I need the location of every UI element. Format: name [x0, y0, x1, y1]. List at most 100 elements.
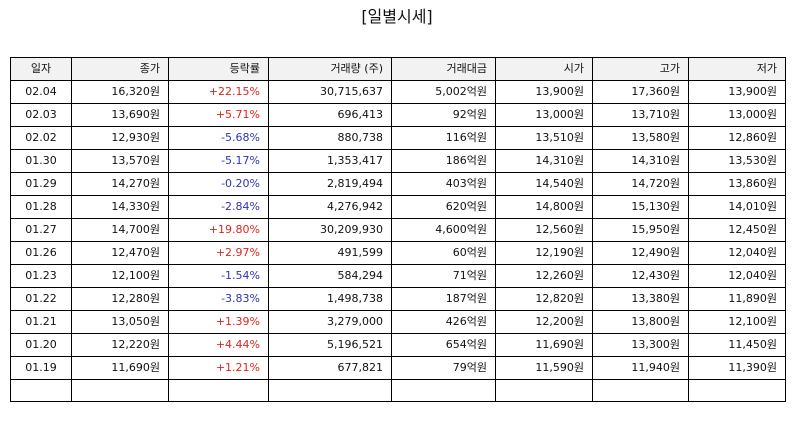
cell-high [592, 379, 689, 402]
cell-date: 01.21 [10, 310, 72, 334]
cell-volume: 696,413 [268, 103, 392, 127]
cell-high: 14,720원 [592, 172, 689, 196]
cell-volume: 4,276,942 [268, 195, 392, 219]
cell-close: 12,280원 [71, 287, 169, 311]
cell-close: 12,930원 [71, 126, 169, 150]
cell-high: 14,310원 [592, 149, 689, 173]
cell-close [71, 379, 169, 402]
cell-open: 11,590원 [495, 356, 593, 380]
cell-amount: 403억원 [391, 172, 496, 196]
cell-volume: 677,821 [268, 356, 392, 380]
cell-open: 13,000원 [495, 103, 593, 127]
cell-change: +22.15% [168, 80, 269, 104]
header-close: 종가 [71, 57, 169, 81]
cell-change: -3.83% [168, 287, 269, 311]
table-row: 01.23 12,100원 -1.54% 584,294 71억원 12,260원 12,4… [10, 264, 786, 288]
cell-volume: 2,819,494 [268, 172, 392, 196]
cell-amount: 60억원 [391, 241, 496, 265]
cell-close: 13,690원 [71, 103, 169, 127]
cell-open: 14,800원 [495, 195, 593, 219]
table-row: 01.21 13,050원 +1.39% 3,279,000 426억원 12,200원 1… [10, 310, 786, 334]
cell-date: 02.03 [10, 103, 72, 127]
cell-open: 14,540원 [495, 172, 593, 196]
cell-date: 01.26 [10, 241, 72, 265]
page-title: [일별시세] [361, 7, 433, 26]
table-row: 02.03 13,690원 +5.71% 696,413 92억원 13,000원 13,7… [10, 103, 786, 127]
cell-change: -5.17% [168, 149, 269, 173]
cell-amount: 116억원 [391, 126, 496, 150]
cell-open: 13,900원 [495, 80, 593, 104]
header-high: 고가 [592, 57, 689, 81]
cell-close: 13,050원 [71, 310, 169, 334]
table-row: 01.20 12,220원 +4.44% 5,196,521 654억원 11,690원 1… [10, 333, 786, 357]
table-row: 02.04 16,320원 +22.15% 30,715,637 5,002억원 13,9… [10, 80, 786, 104]
cell-date [10, 379, 72, 402]
header-amount: 거래대금 [391, 57, 496, 81]
cell-low: 11,890원 [688, 287, 786, 311]
cell-change: +1.21% [168, 356, 269, 380]
cell-high: 13,800원 [592, 310, 689, 334]
table-row: 01.19 11,690원 +1.21% 677,821 79억원 11,590원 11,9… [10, 356, 786, 380]
cell-amount: 4,600억원 [391, 218, 496, 242]
cell-amount: 71억원 [391, 264, 496, 288]
cell-low: 12,860원 [688, 126, 786, 150]
cell-volume: 1,498,738 [268, 287, 392, 311]
cell-change: +5.71% [168, 103, 269, 127]
cell-date: 01.30 [10, 149, 72, 173]
cell-open [495, 379, 593, 402]
table-row: 01.28 14,330원 -2.84% 4,276,942 620억원 14,800원 1… [10, 195, 786, 219]
cell-date: 01.23 [10, 264, 72, 288]
cell-open: 12,260원 [495, 264, 593, 288]
table-row: 01.30 13,570원 -5.17% 1,353,417 186억원 14,310원 1… [10, 149, 786, 173]
cell-amount: 187억원 [391, 287, 496, 311]
cell-volume: 3,279,000 [268, 310, 392, 334]
cell-high: 13,300원 [592, 333, 689, 357]
cell-change: +1.39% [168, 310, 269, 334]
cell-low: 12,100원 [688, 310, 786, 334]
cell-close: 13,570원 [71, 149, 169, 173]
cell-high: 15,950원 [592, 218, 689, 242]
header-low: 저가 [688, 57, 786, 81]
cell-close: 11,690원 [71, 356, 169, 380]
table-row: 01.26 12,470원 +2.97% 491,599 60억원 12,190원 12,4… [10, 241, 786, 265]
cell-date: 02.02 [10, 126, 72, 150]
cell-low: 14,010원 [688, 195, 786, 219]
cell-open: 12,820원 [495, 287, 593, 311]
cell-low: 11,390원 [688, 356, 786, 380]
cell-close: 14,330원 [71, 195, 169, 219]
cell-low: 13,000원 [688, 103, 786, 127]
cell-amount: 92억원 [391, 103, 496, 127]
cell-high: 13,710원 [592, 103, 689, 127]
cell-close: 12,220원 [71, 333, 169, 357]
cell-close: 12,470원 [71, 241, 169, 265]
table-row: 01.22 12,280원 -3.83% 1,498,738 187억원 12,820원 1… [10, 287, 786, 311]
cell-change: -5.68% [168, 126, 269, 150]
cell-date: 01.29 [10, 172, 72, 196]
cell-amount: 79억원 [391, 356, 496, 380]
cell-amount: 620억원 [391, 195, 496, 219]
cell-low: 12,040원 [688, 241, 786, 265]
table-row [10, 379, 786, 402]
cell-date: 02.04 [10, 80, 72, 104]
cell-close: 14,270원 [71, 172, 169, 196]
header-open: 시가 [495, 57, 593, 81]
cell-low [688, 379, 786, 402]
cell-change [168, 379, 269, 402]
cell-open: 11,690원 [495, 333, 593, 357]
table-row: 01.29 14,270원 -0.20% 2,819,494 403억원 14,540원 1… [10, 172, 786, 196]
cell-amount: 186억원 [391, 149, 496, 173]
cell-amount: 654억원 [391, 333, 496, 357]
cell-date: 01.19 [10, 356, 72, 380]
cell-open: 12,190원 [495, 241, 593, 265]
cell-change: +2.97% [168, 241, 269, 265]
cell-close: 16,320원 [71, 80, 169, 104]
cell-volume: 880,738 [268, 126, 392, 150]
cell-date: 01.20 [10, 333, 72, 357]
cell-amount: 5,002억원 [391, 80, 496, 104]
cell-close: 12,100원 [71, 264, 169, 288]
cell-change: -0.20% [168, 172, 269, 196]
cell-volume: 5,196,521 [268, 333, 392, 357]
cell-volume: 584,294 [268, 264, 392, 288]
cell-high: 12,490원 [592, 241, 689, 265]
cell-low: 12,450원 [688, 218, 786, 242]
